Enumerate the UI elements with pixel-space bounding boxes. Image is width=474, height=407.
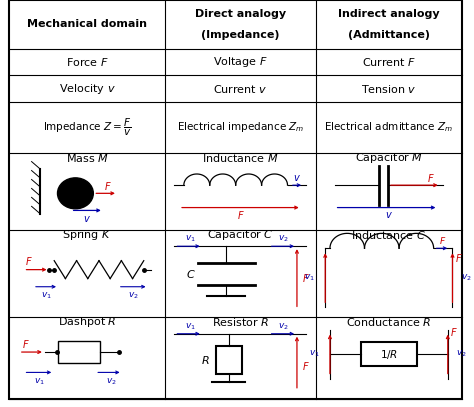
Text: $v$: $v$ xyxy=(293,173,301,183)
Text: $F$: $F$ xyxy=(455,252,463,264)
Text: Voltage $F$: Voltage $F$ xyxy=(213,55,268,69)
Text: $v_2$: $v_2$ xyxy=(461,273,472,283)
Text: $v_1$: $v_1$ xyxy=(304,273,315,283)
Text: $v_1$: $v_1$ xyxy=(185,234,196,244)
Text: Resistor $R$: Resistor $R$ xyxy=(212,316,269,328)
Text: Current $F$: Current $F$ xyxy=(362,56,416,68)
Text: Capacitor $M$: Capacitor $M$ xyxy=(355,151,423,164)
Text: $v_1$: $v_1$ xyxy=(34,376,45,387)
Text: Inductance $M$: Inductance $M$ xyxy=(202,151,279,164)
Text: Inductance $C$: Inductance $C$ xyxy=(351,229,427,241)
Text: (Impedance): (Impedance) xyxy=(201,30,280,39)
Text: $v$: $v$ xyxy=(385,210,393,220)
Text: $F$: $F$ xyxy=(237,209,244,221)
Text: $F$: $F$ xyxy=(301,360,310,372)
Text: $v_2$: $v_2$ xyxy=(278,234,289,244)
Text: $F$: $F$ xyxy=(26,256,33,267)
Text: $1/R$: $1/R$ xyxy=(380,348,398,361)
Text: (Admittance): (Admittance) xyxy=(348,30,430,39)
Text: Tension $v$: Tension $v$ xyxy=(361,83,417,94)
Circle shape xyxy=(57,178,93,209)
Text: $F$: $F$ xyxy=(301,272,310,284)
Text: Impedance $Z = \dfrac{F}{v}$: Impedance $Z = \dfrac{F}{v}$ xyxy=(43,116,132,138)
Text: Mass $M$: Mass $M$ xyxy=(66,151,109,164)
Text: Conductance $R$: Conductance $R$ xyxy=(346,316,431,328)
Text: $v_1$: $v_1$ xyxy=(41,291,52,301)
Text: $v_2$: $v_2$ xyxy=(456,349,467,359)
Text: Electrical admittance $Z_m$: Electrical admittance $Z_m$ xyxy=(324,120,454,134)
Text: $F$: $F$ xyxy=(104,180,111,192)
Text: $v$: $v$ xyxy=(83,214,91,223)
Bar xyxy=(361,342,417,366)
Text: Current $v$: Current $v$ xyxy=(213,83,268,94)
Text: Spring $K$: Spring $K$ xyxy=(63,228,112,242)
Text: $v_2$: $v_2$ xyxy=(106,376,117,387)
Text: Dashpot $R$: Dashpot $R$ xyxy=(58,315,117,329)
Text: $C$: $C$ xyxy=(186,268,196,280)
Text: Velocity $v$: Velocity $v$ xyxy=(59,81,116,96)
Text: $v_1$: $v_1$ xyxy=(185,321,196,332)
Text: Direct analogy: Direct analogy xyxy=(195,9,286,19)
Text: Force $F$: Force $F$ xyxy=(66,56,109,68)
Text: Capacitor $C$: Capacitor $C$ xyxy=(207,228,273,242)
Bar xyxy=(57,341,100,363)
Text: $v_2$: $v_2$ xyxy=(278,321,289,332)
Text: Electrical impedance $Z_m$: Electrical impedance $Z_m$ xyxy=(177,120,304,134)
Text: Mechanical domain: Mechanical domain xyxy=(27,20,147,29)
Text: $v_2$: $v_2$ xyxy=(128,291,138,301)
Text: $F$: $F$ xyxy=(22,338,30,350)
Text: $v_1$: $v_1$ xyxy=(309,349,319,359)
Text: $F$: $F$ xyxy=(428,172,435,184)
Text: $F$: $F$ xyxy=(439,235,447,247)
Text: Indirect analogy: Indirect analogy xyxy=(338,9,440,19)
Bar xyxy=(216,346,242,374)
Text: $R$: $R$ xyxy=(201,354,210,366)
Text: $F$: $F$ xyxy=(450,326,457,338)
